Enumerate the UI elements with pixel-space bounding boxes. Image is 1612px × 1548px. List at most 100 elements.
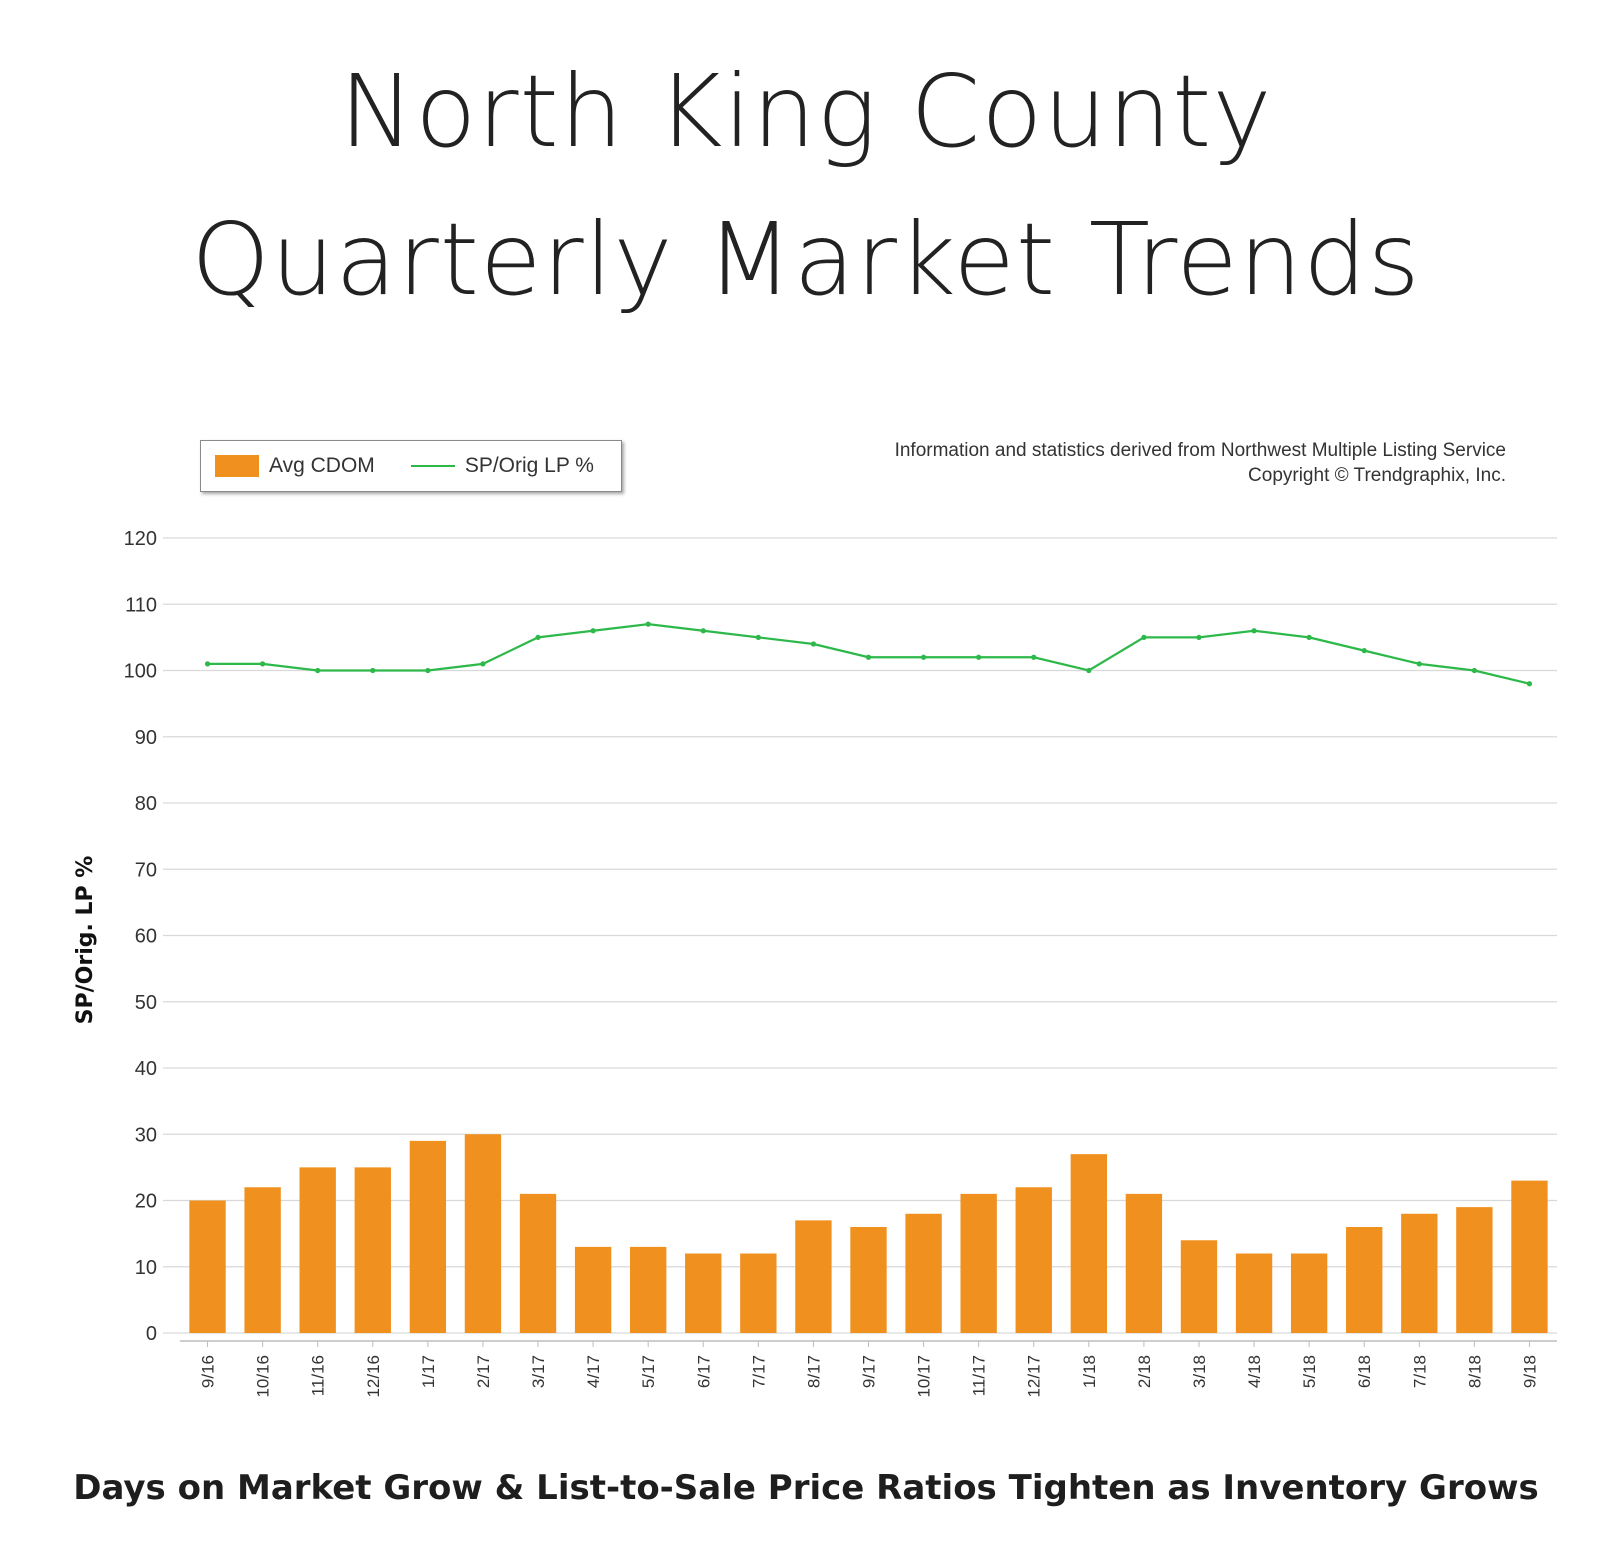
y-tick-label: 110 [125,594,157,616]
bar [1401,1213,1438,1333]
line-point [590,628,596,634]
bar [630,1246,667,1333]
x-tick-label: 2/17 [474,1355,493,1388]
line-point [1361,648,1367,654]
line-layer [204,621,1533,687]
x-tick-label: 6/17 [694,1355,713,1388]
bar-layer [189,1134,1548,1333]
bar [1125,1193,1163,1333]
x-tick-label: 6/18 [1355,1355,1374,1388]
series-line [207,623,1530,685]
bar [1511,1180,1548,1333]
line-point [1141,634,1147,640]
y-tick-label: 80 [135,793,157,815]
line-point [920,654,927,660]
bar [1290,1253,1328,1333]
axis-layer: 0 10 20 30 40 50 60 70 80 90 100 110 120 9/16 10/16 11/… [124,528,1557,1398]
y-tick-label: 60 [135,926,157,948]
x-tick-label: 5/18 [1300,1355,1319,1388]
line-point [1031,654,1037,660]
bar [795,1220,832,1333]
bar [464,1134,502,1333]
legend-line-label: SP/Orig LP % [464,454,594,477]
bar [409,1140,447,1333]
x-tick-label: 11/17 [970,1355,989,1396]
x-tick-label: 8/18 [1465,1355,1484,1388]
bar [905,1213,942,1333]
y-tick-label: 10 [135,1257,157,1279]
bar [960,1193,997,1333]
source-note-line1: Information and statistics derived from … [894,440,1506,461]
x-tick-label: 9/18 [1520,1355,1539,1388]
y-tick-label: 90 [135,727,157,749]
x-tick-label: 12/16 [364,1355,383,1398]
bar [299,1167,336,1333]
line-point [260,661,266,667]
y-tick-label: 100 [124,661,157,683]
bar [354,1167,391,1333]
bar [1015,1187,1052,1333]
line-point [700,628,706,634]
line-point [1086,667,1092,674]
line-point [755,634,761,640]
source-note-line2: Copyright © Trendgraphix, Inc. [1248,465,1506,486]
line-point [370,667,376,674]
source-note: Information and statistics derived from … [895,438,1506,488]
y-tick-label: 30 [135,1124,157,1146]
y-tick-label: 120 [124,528,157,550]
grid-layer [163,537,1557,1334]
line-point [645,621,651,627]
legend-line-swatch [410,465,455,467]
x-tick-label: 12/17 [1025,1355,1044,1398]
x-tick-label: 8/17 [804,1355,823,1388]
x-tick-label: 11/16 [309,1355,328,1396]
x-tick-label: 10/17 [915,1355,934,1398]
page-title-line1: North King County [339,53,1273,170]
x-tick-label: 1/18 [1080,1355,1099,1388]
legend-bar-swatch [215,455,259,477]
line-point [204,661,211,667]
x-tick-label: 10/16 [254,1355,273,1398]
y-tick-label: 40 [135,1058,157,1080]
x-tick-label: 4/18 [1245,1355,1264,1388]
x-tick-label: 3/17 [529,1355,548,1388]
x-tick-label: 7/17 [749,1355,768,1388]
bar [1346,1227,1383,1333]
line-point [480,661,486,667]
line-point [535,634,541,640]
x-tick-label: 3/18 [1190,1355,1209,1388]
line-point [1251,628,1257,634]
chart-legend: Avg CDOM SP/Orig LP % [200,440,622,492]
y-tick-label: 20 [135,1191,157,1213]
legend-bar-label: Avg CDOM [269,454,375,477]
bar [519,1193,557,1333]
x-tick-label: 4/17 [584,1355,603,1388]
x-tick-label: 7/18 [1410,1355,1429,1388]
line-point [1196,634,1202,640]
y-tick-label: 0 [146,1323,157,1345]
x-tick-label: 1/17 [419,1355,438,1388]
bar [1235,1253,1273,1333]
line-point [976,654,982,660]
line-point [865,654,872,660]
bar [740,1253,777,1333]
combo-chart: 0 10 20 30 40 50 60 70 80 90 100 110 120 9/16 10/16 11/… [73,528,1557,1398]
x-tick-label: 9/16 [199,1355,218,1388]
page-title-line2: Quarterly Market Trends [191,201,1421,318]
bar [574,1246,612,1333]
bar [1180,1240,1218,1333]
line-point [810,641,817,647]
chart-subtitle: Days on Market Grow & List-to-Sale Price… [73,1468,1539,1508]
y-tick-label: 70 [135,859,157,881]
line-point [1526,681,1533,687]
line-point [315,667,321,674]
line-point [1306,634,1312,640]
line-point [425,667,431,674]
bar [1070,1154,1107,1333]
bar [244,1187,281,1333]
bar [850,1227,887,1333]
x-tick-label: 5/17 [639,1355,658,1388]
bar [685,1253,722,1333]
bar [189,1200,226,1333]
x-tick-label: 2/18 [1135,1355,1154,1388]
